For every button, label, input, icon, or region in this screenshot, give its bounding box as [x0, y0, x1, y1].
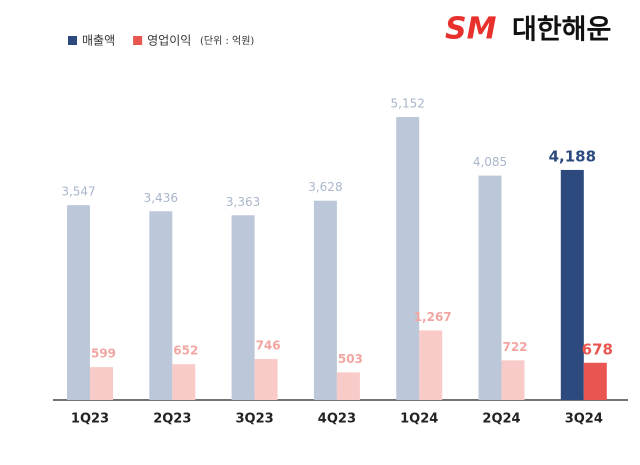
bar [254, 359, 278, 400]
bar [478, 175, 502, 400]
brand-mark: SM [445, 12, 497, 47]
value-label: 3,628 [308, 180, 342, 194]
x-tick-label: 4Q23 [318, 412, 356, 427]
value-label: 3,363 [226, 195, 260, 209]
bar [149, 211, 173, 400]
bar [501, 360, 525, 400]
bar [90, 367, 113, 400]
bar [313, 200, 337, 400]
value-label: 1,267 [414, 310, 452, 324]
value-label: 722 [502, 340, 527, 354]
brand-name: 대한해운 [512, 15, 611, 46]
bar [396, 117, 420, 400]
x-tick-label: 2Q23 [153, 412, 191, 427]
value-label: 503 [338, 352, 363, 366]
legend-swatch [68, 36, 77, 45]
value-label: 599 [91, 347, 116, 361]
bar [560, 169, 584, 400]
x-tick-label: 3Q23 [236, 412, 274, 427]
unit-note: (단위 : 억원) [200, 34, 254, 47]
value-label: 4,085 [473, 155, 507, 169]
bar [231, 215, 255, 400]
legend-swatch [133, 36, 143, 45]
value-label: 678 [582, 340, 613, 358]
value-label: 3,436 [144, 191, 178, 205]
value-label: 3,547 [61, 185, 95, 199]
x-tick-label: 2Q24 [482, 412, 520, 427]
value-label: 746 [256, 339, 281, 353]
value-label: 652 [173, 344, 198, 358]
legend-label: 매출액 [82, 34, 115, 48]
bar [583, 362, 607, 400]
bar [336, 372, 360, 400]
bar [419, 330, 443, 400]
value-label: 5,152 [391, 97, 425, 111]
value-label: 4,188 [549, 147, 596, 165]
bar [172, 364, 196, 400]
legend-label: 영업이익 [147, 34, 191, 48]
x-tick-label: 1Q23 [71, 412, 109, 427]
x-tick-label: 1Q24 [400, 412, 438, 427]
x-tick-label: 3Q24 [565, 412, 603, 427]
bar [67, 205, 90, 400]
